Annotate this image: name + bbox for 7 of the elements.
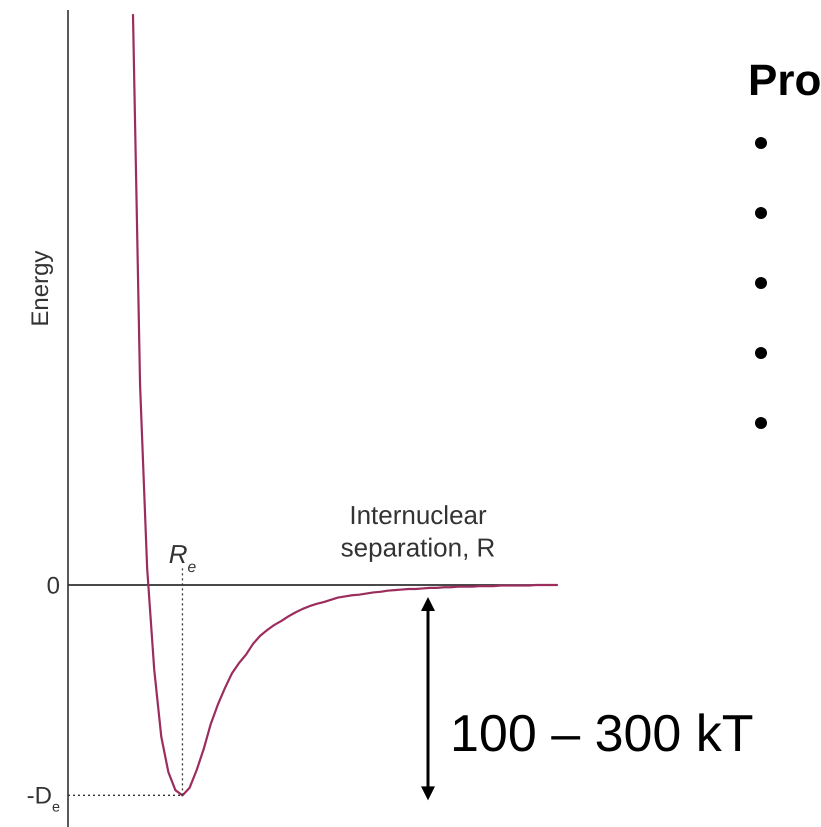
ref-line-label: -D$_{e}$: [26, 782, 60, 816]
x-axis-title: Internuclear separation, R: [340, 500, 496, 563]
y-axis-title: Energy: [27, 250, 54, 327]
ref-line-label: 0: [46, 572, 60, 600]
annotation: R$_{e}$: [168, 539, 197, 576]
text: Pro: [748, 56, 821, 105]
annotation: 100 – 300 kT: [450, 705, 754, 763]
